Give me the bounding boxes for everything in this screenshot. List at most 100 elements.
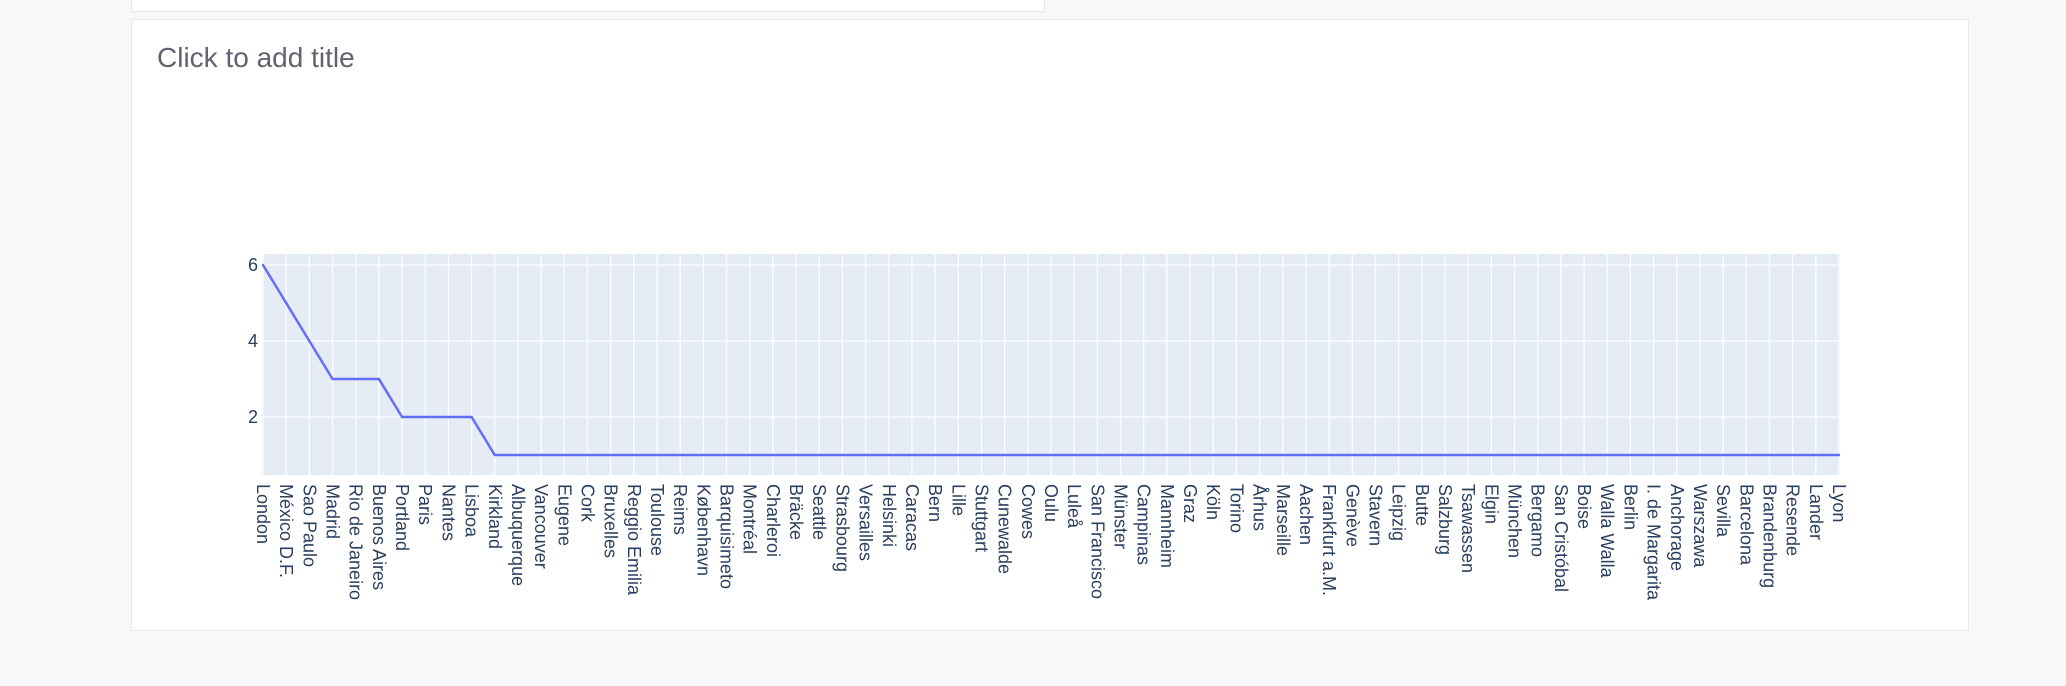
x-tick-label: Cowes [1018, 484, 1038, 539]
data-point [493, 453, 496, 457]
data-point [1327, 453, 1331, 457]
data-point [609, 453, 612, 457]
x-tick-label: Lyon [1829, 484, 1849, 522]
data-point [1188, 453, 1192, 457]
x-tick-label: Strasbourg [832, 484, 852, 572]
data-point [794, 453, 798, 457]
data-point [980, 453, 983, 457]
data-point [1513, 453, 1516, 457]
data-point [887, 453, 890, 457]
data-point [308, 339, 311, 343]
data-point [586, 453, 589, 457]
data-point [1235, 453, 1238, 457]
data-point [1536, 453, 1539, 457]
y-tick-label: 2 [248, 407, 258, 427]
data-point [1281, 453, 1284, 457]
x-tick-label: Reims [670, 484, 690, 535]
data-point [516, 453, 520, 457]
data-point [1559, 453, 1563, 457]
x-tick-label: Lander [1806, 484, 1826, 540]
x-tick-label: San Cristóbal [1551, 484, 1571, 592]
x-tick-label: Walla Walla [1597, 484, 1617, 579]
data-point [354, 377, 357, 381]
data-point [678, 453, 682, 457]
data-point [261, 263, 265, 267]
data-point [1652, 453, 1655, 457]
x-tick-label: Lille [948, 484, 968, 516]
x-tick-label: Marseille [1273, 484, 1293, 556]
x-tick-label: London [253, 484, 273, 544]
x-tick-label: I. de Margarita [1644, 484, 1664, 601]
x-tick-label: Toulouse [647, 484, 667, 556]
x-tick-label: Buenos Aires [369, 484, 389, 590]
data-point [1675, 453, 1678, 457]
data-point [1351, 453, 1354, 457]
data-point [655, 453, 659, 457]
x-tick-label: Genève [1342, 484, 1362, 547]
data-point [284, 301, 288, 305]
x-tick-label: Montréal [740, 484, 760, 554]
x-tick-label: Resende [1783, 484, 1803, 556]
x-tick-label: Torino [1226, 484, 1246, 533]
data-point [1304, 453, 1308, 457]
data-point [1745, 453, 1748, 457]
x-tick-label: Seattle [809, 484, 829, 540]
x-tick-label: Elgin [1481, 484, 1501, 524]
x-tick-label: Reggio Emilia [624, 484, 644, 596]
x-tick-label: Cunewalde [995, 484, 1015, 574]
x-tick-label: Cork [577, 484, 597, 523]
x-tick-label: Berlin [1620, 484, 1640, 530]
data-point [632, 453, 636, 457]
data-point [1768, 453, 1771, 457]
data-point [1119, 453, 1122, 457]
x-tick-label: Caracas [902, 484, 922, 551]
x-tick-label: København [693, 484, 713, 576]
x-tick-label: Stuttgart [971, 484, 991, 552]
data-point [841, 453, 844, 457]
data-point [1142, 453, 1145, 457]
x-tick-label: Brandenburg [1759, 484, 1779, 588]
data-point [1814, 453, 1818, 457]
chart-title-placeholder[interactable]: Click to add title [157, 42, 355, 73]
x-tick-label: Vancouver [531, 484, 551, 569]
x-tick-label: Anchorage [1667, 484, 1687, 571]
x-tick-label: München [1505, 484, 1525, 558]
x-tick-label: Albuquerque [508, 484, 528, 586]
x-tick-label: Bergamo [1528, 484, 1548, 557]
data-point [1443, 453, 1447, 457]
x-tick-label: Paris [415, 484, 435, 525]
data-point [1072, 453, 1076, 457]
data-point [400, 415, 404, 419]
x-tick-label: Aachen [1296, 484, 1316, 545]
data-point [933, 453, 937, 457]
x-tick-label: Salzburg [1435, 484, 1455, 555]
data-point [957, 453, 960, 457]
x-tick-label: México D.F. [276, 484, 296, 578]
data-point [1026, 453, 1030, 457]
x-tick-label: Madrid [323, 484, 343, 539]
y-tick-label: 4 [248, 331, 258, 351]
data-point [424, 415, 427, 419]
data-point [1466, 453, 1470, 457]
x-tick-label: Campinas [1134, 484, 1154, 565]
data-point [1212, 453, 1215, 457]
x-tick-label: Versailles [856, 484, 876, 561]
x-tick-label: Rio de Janeiro [346, 484, 366, 600]
data-point [1096, 453, 1099, 457]
data-point [864, 453, 867, 457]
data-point [1258, 453, 1261, 457]
x-tick-label: Bräcke [786, 484, 806, 540]
data-point [1629, 453, 1632, 457]
chart-card: Click to add title 2 4 6 London México D.F. S… [131, 19, 1969, 631]
data-point [1165, 453, 1169, 457]
data-point [377, 377, 381, 381]
data-point [702, 453, 705, 457]
x-tick-label: Stavern [1365, 484, 1385, 546]
x-tick-label: Eugene [554, 484, 574, 546]
x-tick-label: Helsinki [879, 484, 899, 547]
data-point [1582, 453, 1586, 457]
x-tick-label: Bruxelles [601, 484, 621, 558]
x-tick-label: Portland [392, 484, 412, 551]
x-tick-label: Sevilla [1713, 484, 1733, 538]
data-point [1420, 453, 1424, 457]
